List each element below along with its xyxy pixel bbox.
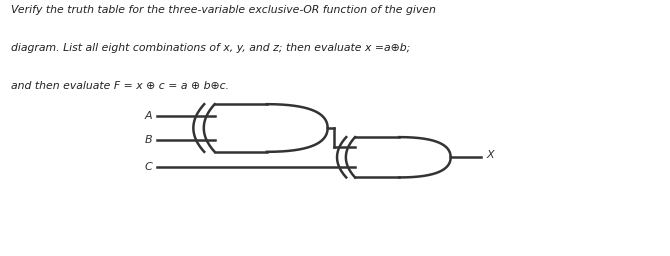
Text: B: B [145,135,152,145]
Text: diagram. List all eight combinations of x, y, and z; then evaluate x =a⊕b;: diagram. List all eight combinations of … [11,43,410,53]
Text: A: A [145,111,152,121]
Text: and then evaluate F = x ⊕ c = a ⊕ b⊕c.: and then evaluate F = x ⊕ c = a ⊕ b⊕c. [11,81,229,91]
Text: Verify the truth table for the three-variable exclusive-OR function of the given: Verify the truth table for the three-var… [11,5,436,15]
Text: C: C [144,162,152,172]
Text: X: X [486,150,494,160]
